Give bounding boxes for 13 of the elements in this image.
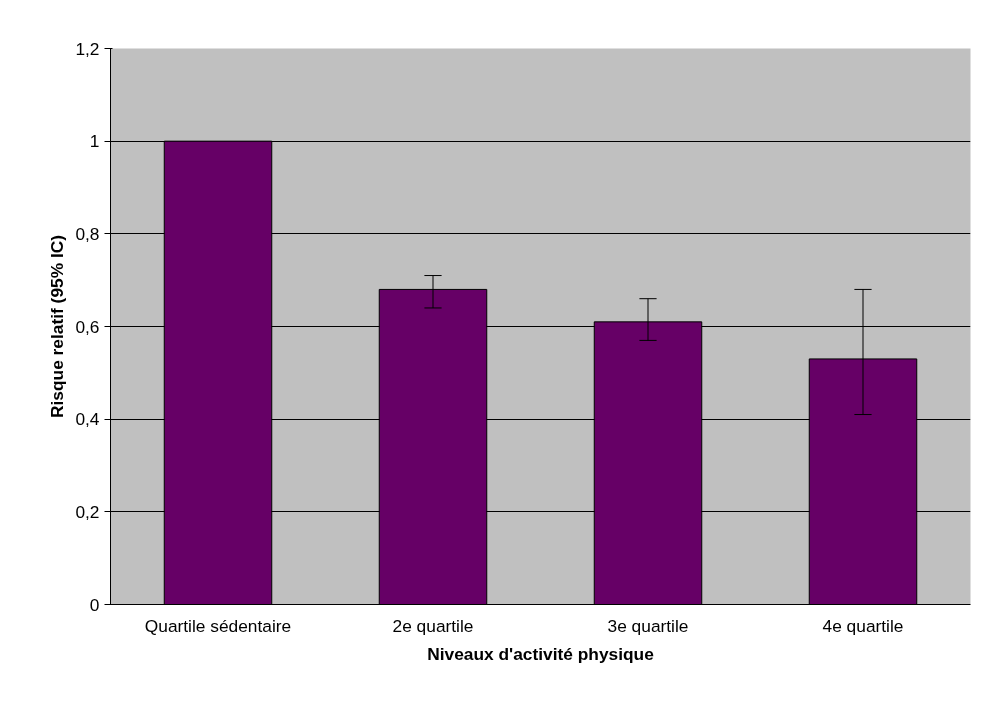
y-tick-label: 0,8 bbox=[75, 223, 100, 244]
x-tick-label: Quartile sédentaire bbox=[144, 615, 292, 636]
y-tick-label: 0 bbox=[89, 594, 100, 615]
y-axis-title: Risque relatif (95% IC) bbox=[47, 235, 68, 418]
x-tick-label: 3e quartile bbox=[607, 615, 689, 636]
x-tick-label: 4e quartile bbox=[822, 615, 904, 636]
y-tick-label: 0,2 bbox=[75, 501, 100, 522]
y-tick-label: 1 bbox=[89, 131, 100, 152]
x-axis-title: Niveaux d'activité physique bbox=[427, 643, 655, 664]
y-tick-label: 0,6 bbox=[75, 316, 100, 337]
y-tick-label: 0,4 bbox=[75, 409, 100, 430]
x-tick-label: 2e quartile bbox=[392, 615, 474, 636]
y-tick-label: 1,2 bbox=[75, 38, 100, 59]
